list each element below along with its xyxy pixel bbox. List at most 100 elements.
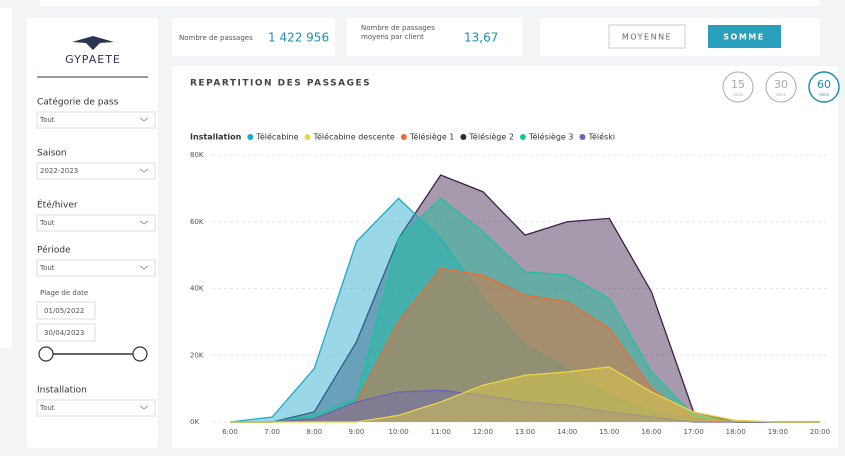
legend-swatch	[460, 134, 467, 140]
chevron	[139, 405, 149, 410]
x-tick-label: 19:00	[768, 428, 788, 436]
kpi-label: Nombre de passages moyens par client	[361, 24, 435, 41]
installation-label: Installation	[37, 386, 87, 396]
logo: GYPAETE	[65, 53, 121, 66]
x-tick-label: 11:00	[431, 428, 451, 436]
legend-label: Télésiège 2	[468, 132, 514, 142]
legend-title: Installation	[190, 133, 242, 142]
area-line	[230, 197, 820, 423]
side-panel-edge	[0, 8, 12, 348]
legend-swatch	[247, 134, 254, 140]
x-tick-label: 6:00	[222, 428, 238, 436]
interval-unit[interactable]: mins	[776, 92, 786, 97]
button-active[interactable]	[708, 25, 781, 48]
kpi-value: 13,67	[464, 31, 498, 45]
legend-swatch	[519, 134, 526, 140]
x-tick-label: 7:00	[264, 428, 280, 436]
logo-icon	[72, 36, 114, 50]
legend-swatch	[579, 134, 586, 140]
filter-dropdown[interactable]	[36, 214, 156, 232]
area	[230, 198, 820, 422]
x-tick-label: 17:00	[683, 428, 703, 436]
legend-swatch	[304, 134, 311, 140]
area	[230, 175, 820, 422]
area-line	[230, 174, 820, 423]
chart: 0K 20K 40K 60K 80K 6:00 7:00 8:00 9:00 10:00 11:00…	[190, 132, 830, 437]
legend-label: Télésiège 3	[528, 132, 574, 142]
interval-button[interactable]	[765, 71, 797, 103]
button-label[interactable]: SOMME	[723, 33, 764, 42]
kpi-value: 1 422 956	[268, 31, 329, 45]
x-tick-label: 10:00	[388, 428, 408, 436]
kpi-label: Nombre de passages	[179, 34, 253, 42]
installation-dropdown[interactable]	[36, 399, 156, 417]
kpi-label-box: Nombre de passages moyens par client	[361, 24, 435, 41]
installation-value[interactable]: Tout	[39, 404, 55, 412]
top-bar	[40, 0, 820, 6]
filters: Catégorie de pass Tout Saison 2022-2023 Été/…	[36, 97, 156, 277]
x-tick-label: 8:00	[306, 428, 322, 436]
date-start[interactable]: 01/05/2022	[44, 307, 84, 315]
date-start-box[interactable]	[36, 301, 96, 320]
legend-label: Télécabine descente	[312, 132, 394, 142]
legend-label: Télécabine	[255, 132, 298, 142]
date-label: Plage de date	[40, 289, 88, 297]
chart-title: REPARTITION DES PASSAGES	[190, 79, 371, 89]
button[interactable]	[608, 24, 686, 49]
x-tick-label: 14:00	[557, 428, 577, 436]
y-tick-label: 0K	[190, 418, 199, 426]
y-tick-label: 80K	[190, 151, 204, 159]
chart-card	[172, 66, 838, 448]
date-end-box[interactable]	[36, 323, 96, 342]
legend-swatch	[400, 134, 407, 140]
filter-dropdown[interactable]	[36, 162, 156, 180]
filter-value[interactable]: Tout	[39, 116, 55, 124]
filter-dropdown[interactable]	[36, 259, 156, 277]
chevron	[139, 220, 149, 225]
x-tick-label: 12:00	[473, 428, 493, 436]
y-tick-label: 20K	[190, 351, 204, 359]
area	[230, 198, 820, 422]
chevron	[139, 117, 149, 122]
area	[230, 268, 820, 422]
button-label[interactable]: MOYENNE	[622, 33, 672, 42]
interval-unit[interactable]: mins	[733, 92, 743, 97]
x-tick-label: 20:00	[810, 428, 830, 436]
filter-label: Été/hiver	[37, 199, 78, 211]
area-line	[230, 366, 820, 423]
interval-value[interactable]: 15	[731, 78, 745, 91]
x-tick-label: 9:00	[349, 428, 365, 436]
filter-dropdown[interactable]	[36, 111, 156, 129]
chevron	[139, 168, 149, 173]
x-tick-label: 16:00	[641, 428, 661, 436]
kpi-card	[347, 18, 522, 56]
chevron	[139, 265, 149, 270]
y-tick-label: 60K	[190, 218, 204, 226]
filter-label: Catégorie de pass	[37, 97, 119, 108]
interval-value[interactable]: 30	[774, 78, 788, 91]
filter-value[interactable]: Tout	[39, 264, 55, 272]
slider-handle-start[interactable]	[38, 346, 54, 362]
filter-value[interactable]: Tout	[39, 219, 55, 227]
interval-unit[interactable]: mins	[819, 92, 829, 97]
legend-label: Télésiège 1	[409, 132, 455, 142]
date-end[interactable]: 30/04/2023	[44, 329, 84, 337]
interval-button[interactable]	[722, 71, 754, 103]
kpi-card	[172, 18, 335, 56]
sidebar	[27, 18, 158, 448]
legend-label: Téléski	[587, 132, 615, 142]
interval-value[interactable]: 60	[817, 78, 831, 91]
y-tick-label: 40K	[190, 285, 204, 293]
filter-label: Période	[37, 245, 71, 256]
x-tick-label: 13:00	[515, 428, 535, 436]
slider-handle-end[interactable]	[132, 346, 148, 362]
area-line	[230, 389, 820, 423]
x-tick-label: 18:00	[726, 428, 746, 436]
x-tick-label: 15:00	[599, 428, 619, 436]
interval-button[interactable]	[808, 71, 840, 103]
area	[230, 366, 820, 422]
area	[230, 390, 820, 422]
filter-value[interactable]: 2022-2023	[40, 167, 78, 175]
